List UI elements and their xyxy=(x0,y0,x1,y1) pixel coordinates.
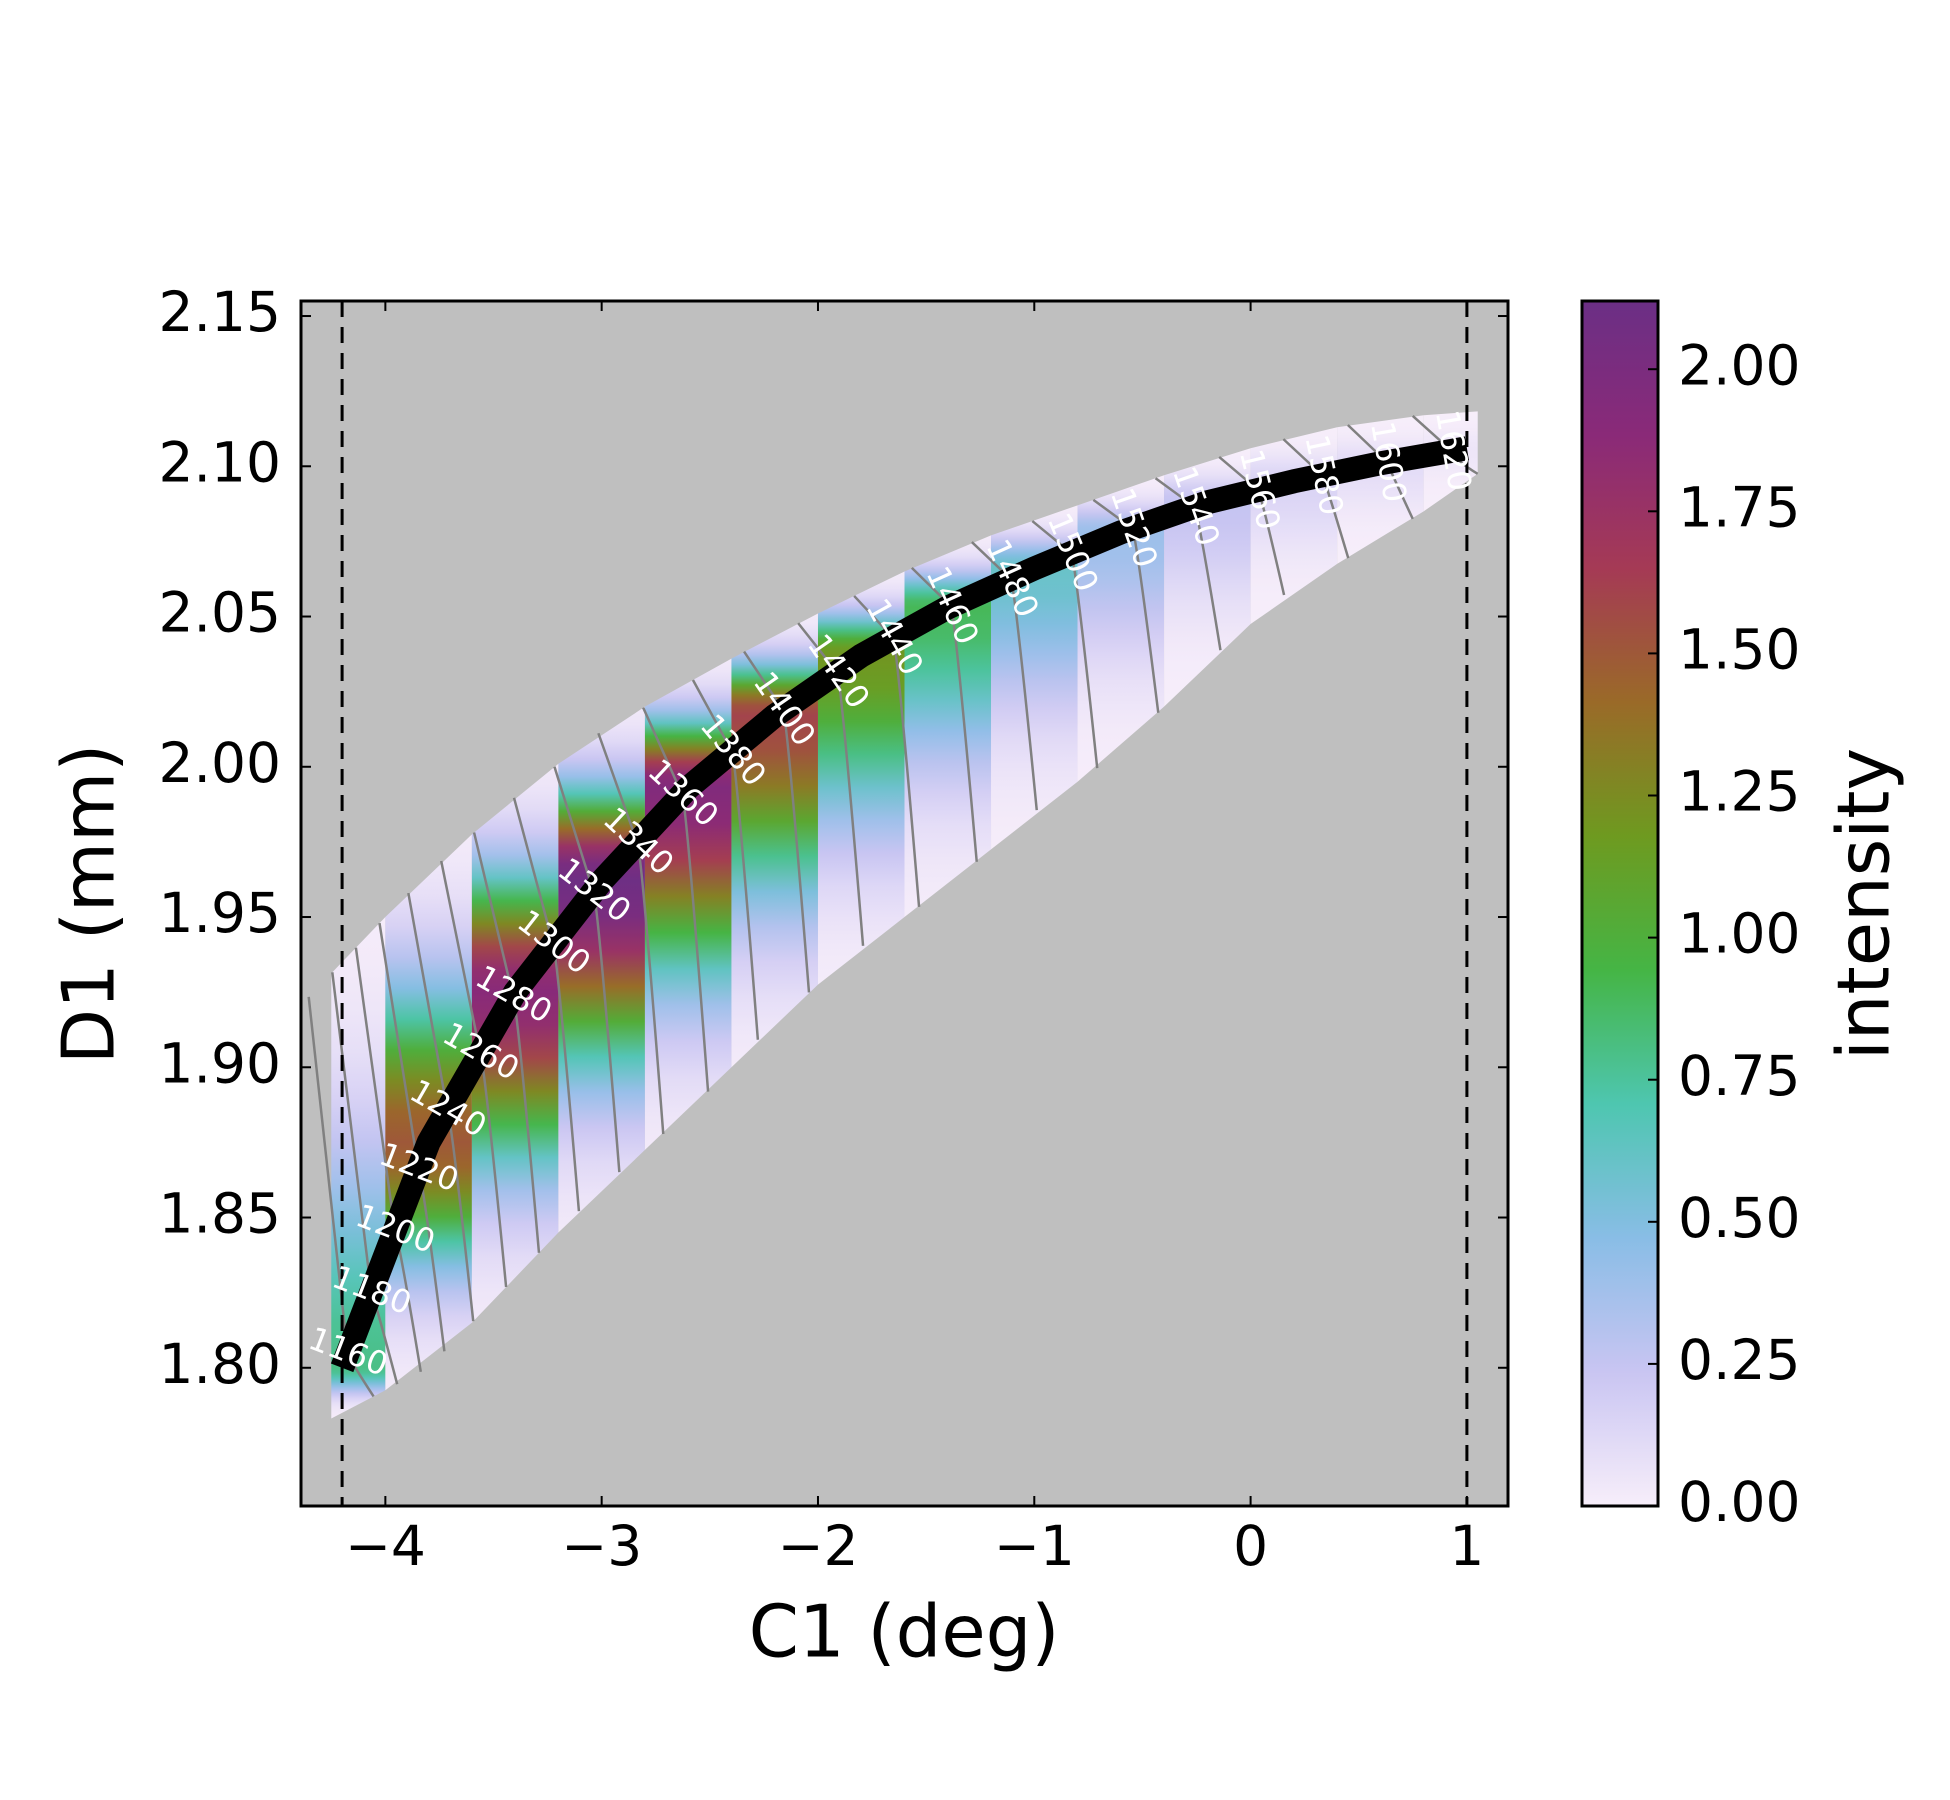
x-tick-label: 1 xyxy=(1449,1514,1484,1578)
colorbar-tick-label: 1.75 xyxy=(1678,475,1800,539)
y-tick-label: 1.85 xyxy=(159,1182,281,1246)
colorbar-tick-label: 1.25 xyxy=(1678,760,1800,824)
x-tick-label: −2 xyxy=(777,1514,858,1578)
colorbar-tick-label: 0.75 xyxy=(1678,1044,1800,1108)
colorbar xyxy=(1580,299,1660,1508)
y-axis-label: D1 (mm) xyxy=(47,744,131,1065)
y-tick-label: 2.10 xyxy=(159,430,281,494)
x-tick-label: 0 xyxy=(1233,1514,1268,1578)
plot-area xyxy=(307,301,1479,1506)
y-tick-label: 2.00 xyxy=(159,731,281,795)
heatmap-cell xyxy=(471,763,559,1323)
y-tick-label: 1.90 xyxy=(159,1031,281,1095)
axes-frame xyxy=(299,299,1510,1508)
x-tick-label: −3 xyxy=(561,1514,642,1578)
x-tick-label: −4 xyxy=(345,1514,426,1578)
colorbar-tick-label: 0.25 xyxy=(1678,1328,1800,1392)
colorbar-tick-label: 2.00 xyxy=(1678,333,1800,397)
heatmap-cell xyxy=(385,834,472,1391)
colorbar-tick-label: 1.50 xyxy=(1678,618,1800,682)
colorbar-tick-label: 0.00 xyxy=(1678,1470,1800,1534)
y-tick-label: 2.05 xyxy=(159,581,281,645)
colorbar-tick-label: 0.50 xyxy=(1678,1186,1800,1250)
colorbar-tick-label: 1.00 xyxy=(1678,902,1800,966)
x-tick-label: −1 xyxy=(994,1514,1075,1578)
colorbar-label: intensity xyxy=(1822,748,1906,1060)
x-axis-label: C1 (deg) xyxy=(749,1590,1060,1674)
curve xyxy=(330,436,1469,1373)
y-tick-label: 1.80 xyxy=(159,1332,281,1396)
y-tick-label: 1.95 xyxy=(159,881,281,945)
y-tick-label: 2.15 xyxy=(159,280,281,344)
